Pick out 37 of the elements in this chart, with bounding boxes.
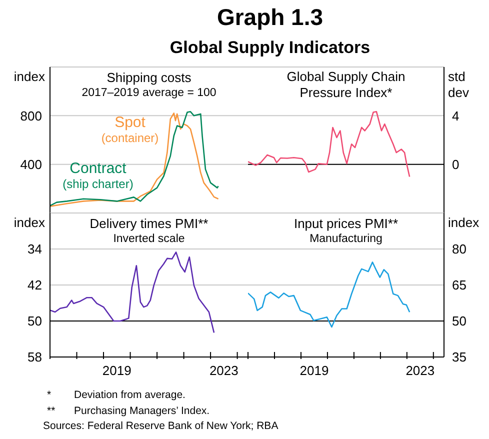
- x-tick-label: 2019: [102, 363, 132, 378]
- series-label: Contract (ship charter): [62, 160, 134, 191]
- x-tick-label: 2023: [406, 363, 435, 378]
- x-tick-label: 2023: [209, 363, 238, 378]
- text: Inverted scale: [112, 233, 186, 246]
- text: ** Purchasing Managers’ Index.: [47, 404, 210, 416]
- y-tick-label: 400: [20, 156, 42, 172]
- text: Manufacturing: [308, 233, 384, 246]
- text: 2017–2019 average = 100: [80, 87, 218, 100]
- series-label: Spot (container): [100, 114, 160, 145]
- source-note: Sources: Federal Reserve Bank of New York; RBA: [43, 420, 278, 432]
- text: Global Supply Chain Pressure Index*: [286, 69, 406, 101]
- chart-title: Delivery times PMI**: [90, 216, 208, 232]
- line-series: [50, 252, 215, 334]
- y-tick-label: 0: [452, 156, 460, 172]
- y-tick-label: 34: [28, 242, 42, 257]
- y-tick-label: 50: [452, 314, 466, 329]
- y-axis-title: std dev: [448, 69, 469, 101]
- line-series: [248, 111, 410, 178]
- y-axis-title: index: [14, 69, 45, 85]
- y-tick-label: 35: [452, 350, 466, 365]
- x-tick-label: 2019: [300, 363, 329, 378]
- y-tick-label: 65: [452, 278, 466, 293]
- y-tick-label: 4: [452, 108, 460, 124]
- chart-title: Input prices PMI**: [294, 216, 398, 232]
- chart-title: Shipping costs: [106, 70, 192, 86]
- text: * Deviation from average.: [47, 389, 186, 401]
- y-tick-label: 58: [28, 350, 42, 365]
- y-tick-label: 800: [20, 108, 42, 124]
- y-axis-title: index: [14, 215, 45, 231]
- y-tick-label: 80: [452, 242, 466, 257]
- text: Global Supply Indicators: [168, 38, 372, 58]
- line-series: [248, 262, 410, 328]
- text: Graph 1.3: [216, 4, 324, 31]
- y-axis-title: index: [448, 215, 480, 231]
- y-tick-label: 50: [28, 314, 42, 329]
- y-tick-label: 42: [28, 278, 42, 293]
